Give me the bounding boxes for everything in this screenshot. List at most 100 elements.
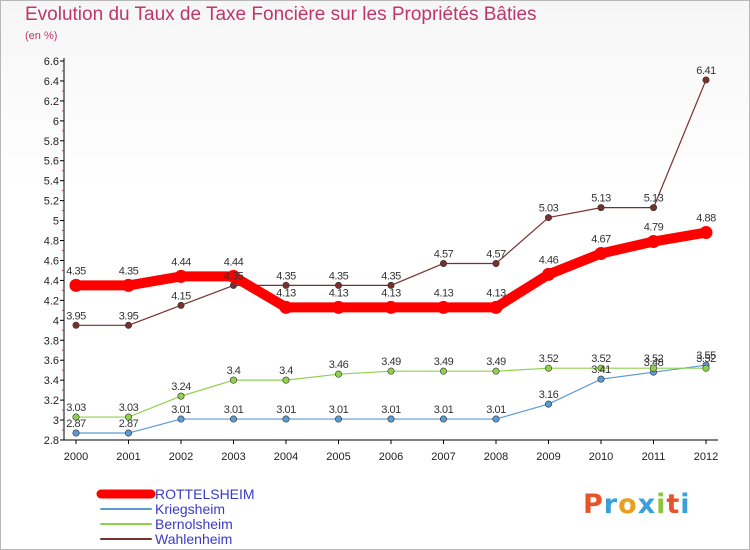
data-label: 4.13 (381, 287, 401, 299)
x-tick-label: 2012 (694, 451, 718, 463)
data-label: 3.24 (171, 381, 191, 393)
logo-letter: i (680, 489, 691, 520)
data-label: 4.35 (381, 270, 401, 282)
data-point (597, 375, 605, 383)
data-point (387, 415, 395, 423)
legend-label: Wahlenheim (155, 531, 232, 547)
y-tick-label: 4.6 (44, 255, 59, 267)
data-point (332, 300, 345, 314)
data-label: 4.13 (329, 287, 349, 299)
y-tick-label: 6.6 (44, 56, 59, 68)
data-point (125, 429, 133, 437)
legend-label: Bernolsheim (155, 516, 233, 532)
legend-label: ROTTELSHEIM (155, 486, 255, 502)
data-label: 4.35 (66, 265, 86, 277)
series-layer (69, 76, 713, 437)
axes: 2.8 3 3.2 3.4 3.6 3.8 4 4.2 4.4 4.6 4.8 5 5.2 5.4 5.6 5… (44, 56, 719, 463)
data-point (699, 226, 713, 240)
data-label: 2.87 (119, 418, 139, 430)
data-point (279, 300, 293, 314)
data-label: 4.15 (171, 290, 191, 302)
data-point (387, 281, 395, 289)
data-label: 5.13 (644, 193, 664, 205)
y-tick-label: 4 (53, 315, 59, 327)
data-point (387, 367, 395, 375)
data-point (542, 267, 555, 281)
data-label: 4.13 (276, 287, 296, 299)
data-point (282, 376, 290, 384)
data-label: 3.95 (119, 310, 139, 322)
data-label: 3.03 (119, 402, 139, 414)
logo-letter: o (618, 489, 638, 520)
logo-letter: t (666, 489, 681, 520)
x-tick-label: 2010 (589, 451, 613, 463)
legend-label: Kriegsheim (155, 501, 225, 517)
y-tick-label: 3 (53, 415, 59, 427)
x-tick-label: 2003 (221, 451, 245, 463)
data-label: 4.35 (224, 270, 244, 282)
data-point (125, 413, 133, 421)
data-label: 3.03 (66, 402, 86, 414)
data-point (177, 392, 185, 400)
data-label: 3.01 (434, 404, 454, 416)
data-point (174, 269, 188, 283)
data-point (439, 259, 447, 267)
data-point (544, 400, 552, 408)
data-label: 3.49 (381, 356, 401, 368)
data-label: 3.95 (66, 310, 86, 322)
logo-letter: i (656, 489, 667, 520)
chart-title: Evolution du Taux de Taxe Foncière sur l… (25, 4, 537, 25)
data-point (492, 259, 500, 267)
data-label: 4.35 (276, 270, 296, 282)
data-point (597, 364, 605, 372)
y-tick-label: 5.4 (44, 176, 59, 188)
data-point (647, 235, 660, 249)
data-point (125, 321, 133, 329)
data-point (439, 415, 447, 423)
data-point (594, 246, 608, 260)
data-label: 3.01 (486, 404, 506, 416)
data-label: 2.87 (66, 418, 86, 430)
y-tick-label: 3.6 (44, 355, 59, 367)
data-point (489, 300, 503, 314)
data-point (177, 415, 185, 423)
data-label: 3.48 (644, 357, 664, 369)
data-label: 4.44 (171, 256, 191, 268)
data-point (702, 364, 710, 372)
y-tick-label: 4.4 (44, 275, 59, 287)
data-label: 3.52 (644, 353, 664, 365)
data-point (492, 415, 500, 423)
logo-letter: P (583, 489, 604, 520)
y-tick-label: 3.4 (44, 375, 59, 387)
data-label: 4.57 (486, 248, 506, 260)
data-point (334, 370, 342, 378)
data-label: 4.44 (224, 256, 244, 268)
data-label: 4.35 (119, 265, 139, 277)
y-tick-label: 2.8 (44, 435, 59, 447)
x-tick-label: 2001 (116, 451, 140, 463)
data-label: 3.49 (486, 356, 506, 368)
data-label: 5.13 (591, 193, 611, 205)
x-tick-label: 2002 (169, 451, 193, 463)
x-tick-label: 2007 (431, 451, 455, 463)
data-point (282, 281, 290, 289)
y-tick-label: 5.2 (44, 196, 59, 208)
y-tick-label: 5.8 (44, 136, 59, 148)
y-tick-label: 3.8 (44, 335, 59, 347)
data-label: 4.57 (434, 248, 454, 260)
data-point (649, 364, 657, 372)
data-label: 3.4 (279, 365, 293, 377)
data-label: 3.01 (276, 404, 296, 416)
x-tick-label: 2004 (274, 451, 298, 463)
y-tick-label: 5.6 (44, 156, 59, 168)
data-point (72, 413, 80, 421)
y-tick-label: 4.8 (44, 236, 59, 248)
chart-subtitle: (en %) (25, 30, 58, 42)
y-tick-label: 4.2 (44, 295, 59, 307)
data-label: 4.13 (434, 287, 454, 299)
data-point (282, 415, 290, 423)
data-label: 3.49 (434, 356, 454, 368)
x-tick-label: 2009 (536, 451, 560, 463)
